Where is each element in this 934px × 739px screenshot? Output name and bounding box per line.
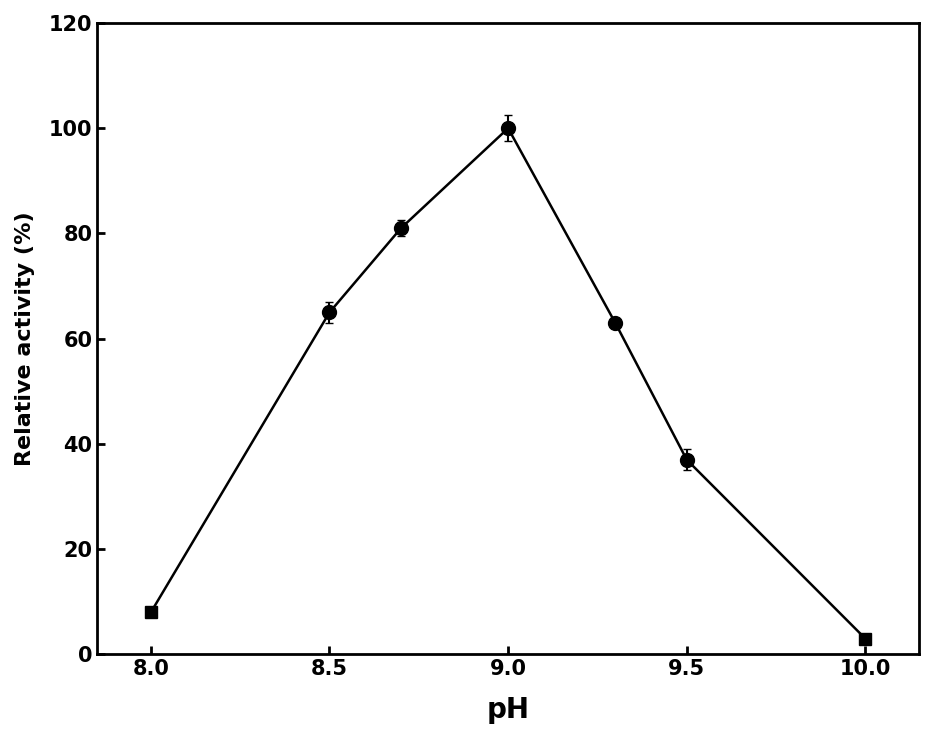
Y-axis label: Relative activity (%): Relative activity (%) — [15, 211, 35, 466]
X-axis label: pH: pH — [487, 696, 530, 724]
